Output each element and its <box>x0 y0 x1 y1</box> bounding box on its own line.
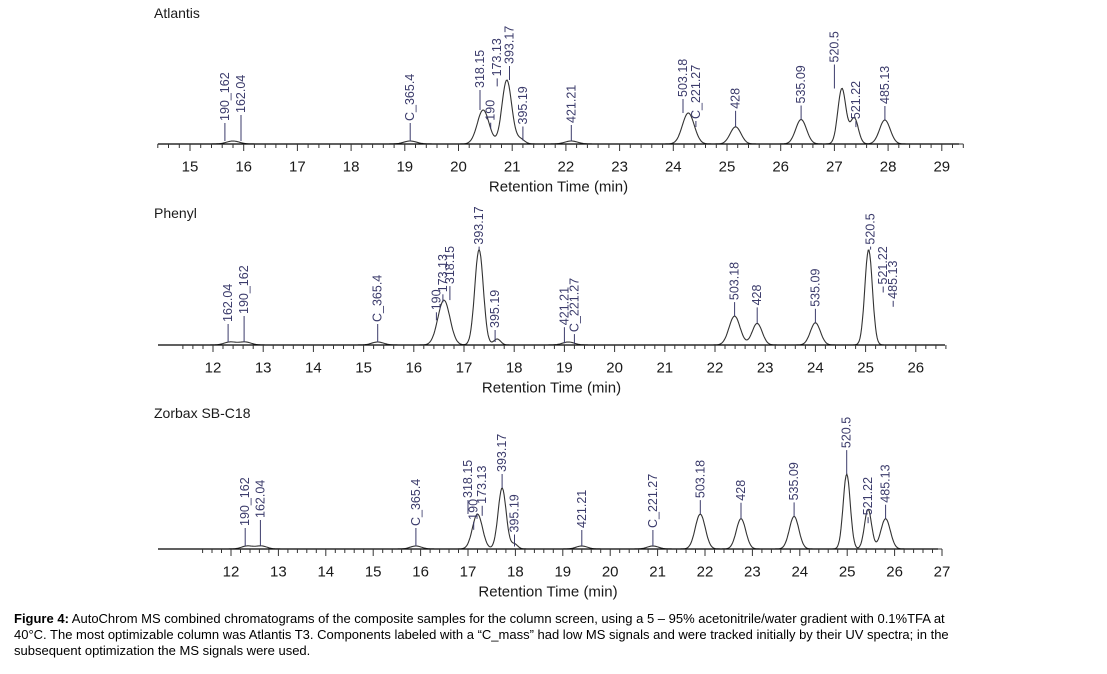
svg-text:Retention Time (min): Retention Time (min) <box>478 584 617 601</box>
svg-text:428: 428 <box>734 480 748 501</box>
svg-text:16: 16 <box>405 360 422 377</box>
svg-text:393.17: 393.17 <box>503 26 517 64</box>
svg-text:190_162: 190_162 <box>218 72 232 121</box>
svg-text:19: 19 <box>396 159 413 176</box>
svg-text:12: 12 <box>223 564 240 581</box>
svg-text:21: 21 <box>504 159 521 176</box>
svg-text:15: 15 <box>365 564 382 581</box>
svg-text:25: 25 <box>839 564 856 581</box>
svg-text:395.19: 395.19 <box>508 494 522 532</box>
svg-text:318.15: 318.15 <box>443 246 457 284</box>
svg-text:20: 20 <box>602 564 619 581</box>
svg-text:485.13: 485.13 <box>878 66 892 104</box>
svg-text:17: 17 <box>456 360 473 377</box>
svg-text:521.22: 521.22 <box>861 477 875 515</box>
svg-text:12: 12 <box>205 360 222 377</box>
svg-text:395.19: 395.19 <box>516 86 530 124</box>
svg-text:26: 26 <box>886 564 903 581</box>
svg-text:27: 27 <box>934 564 951 581</box>
svg-text:15: 15 <box>182 159 199 176</box>
svg-text:190: 190 <box>484 100 498 121</box>
svg-text:162.04: 162.04 <box>221 284 235 322</box>
svg-text:535.09: 535.09 <box>808 269 822 307</box>
svg-text:318.15: 318.15 <box>461 460 475 498</box>
svg-text:C_365.4: C_365.4 <box>409 479 423 526</box>
svg-text:26: 26 <box>772 159 789 176</box>
svg-text:428: 428 <box>750 284 764 305</box>
svg-text:393.17: 393.17 <box>472 206 486 244</box>
svg-text:22: 22 <box>558 159 575 176</box>
svg-text:20: 20 <box>450 159 467 176</box>
svg-text:15: 15 <box>355 360 372 377</box>
svg-text:C_221.27: C_221.27 <box>567 278 581 332</box>
svg-text:C_221.27: C_221.27 <box>646 474 660 528</box>
svg-text:503.18: 503.18 <box>728 262 742 300</box>
svg-text:22: 22 <box>707 360 724 377</box>
svg-text:521.22: 521.22 <box>849 81 863 119</box>
svg-text:190_162: 190_162 <box>237 265 251 314</box>
svg-text:19: 19 <box>554 564 571 581</box>
svg-text:520.5: 520.5 <box>840 417 854 448</box>
svg-text:25: 25 <box>857 360 874 377</box>
svg-text:21: 21 <box>649 564 666 581</box>
svg-text:22: 22 <box>697 564 714 581</box>
svg-text:17: 17 <box>289 159 306 176</box>
svg-text:14: 14 <box>305 360 322 377</box>
svg-text:520.5: 520.5 <box>864 213 878 244</box>
svg-text:535.09: 535.09 <box>794 65 808 103</box>
svg-text:23: 23 <box>744 564 761 581</box>
svg-text:Retention Time (min): Retention Time (min) <box>482 380 621 397</box>
svg-text:C_365.4: C_365.4 <box>371 275 385 322</box>
svg-text:14: 14 <box>317 564 334 581</box>
svg-text:18: 18 <box>506 360 523 377</box>
svg-text:421.21: 421.21 <box>575 490 589 528</box>
svg-text:19: 19 <box>556 360 573 377</box>
svg-text:26: 26 <box>907 360 924 377</box>
svg-text:24: 24 <box>665 159 682 176</box>
svg-text:28: 28 <box>880 159 897 176</box>
svg-text:21: 21 <box>656 360 673 377</box>
svg-text:190_162: 190_162 <box>238 477 252 526</box>
svg-text:20: 20 <box>606 360 623 377</box>
svg-text:428: 428 <box>729 88 743 109</box>
svg-text:29: 29 <box>933 159 950 176</box>
svg-text:162.04: 162.04 <box>253 480 267 518</box>
svg-text:421.21: 421.21 <box>564 85 578 123</box>
svg-text:520.5: 520.5 <box>827 31 841 62</box>
svg-text:24: 24 <box>791 564 808 581</box>
svg-text:13: 13 <box>270 564 287 581</box>
svg-text:16: 16 <box>235 159 252 176</box>
svg-text:162.04: 162.04 <box>234 75 248 113</box>
svg-text:318.15: 318.15 <box>473 50 487 88</box>
svg-text:24: 24 <box>807 360 824 377</box>
svg-text:23: 23 <box>611 159 628 176</box>
svg-text:27: 27 <box>826 159 843 176</box>
svg-text:C_221.27: C_221.27 <box>689 65 703 119</box>
svg-text:395.19: 395.19 <box>488 290 502 328</box>
svg-text:17: 17 <box>460 564 477 581</box>
svg-text:485.13: 485.13 <box>886 261 900 299</box>
svg-text:485.13: 485.13 <box>879 464 893 502</box>
svg-text:25: 25 <box>719 159 736 176</box>
svg-text:16: 16 <box>412 564 429 581</box>
svg-text:503.18: 503.18 <box>676 59 690 97</box>
svg-text:13: 13 <box>255 360 272 377</box>
svg-text:393.17: 393.17 <box>495 434 509 472</box>
svg-text:173.13: 173.13 <box>475 466 489 504</box>
svg-text:Retention Time (min): Retention Time (min) <box>489 179 628 196</box>
svg-text:503.18: 503.18 <box>693 460 707 498</box>
svg-text:C_365.4: C_365.4 <box>403 74 417 121</box>
svg-text:18: 18 <box>507 564 524 581</box>
svg-text:23: 23 <box>757 360 774 377</box>
svg-text:18: 18 <box>343 159 360 176</box>
svg-text:535.09: 535.09 <box>787 462 801 500</box>
